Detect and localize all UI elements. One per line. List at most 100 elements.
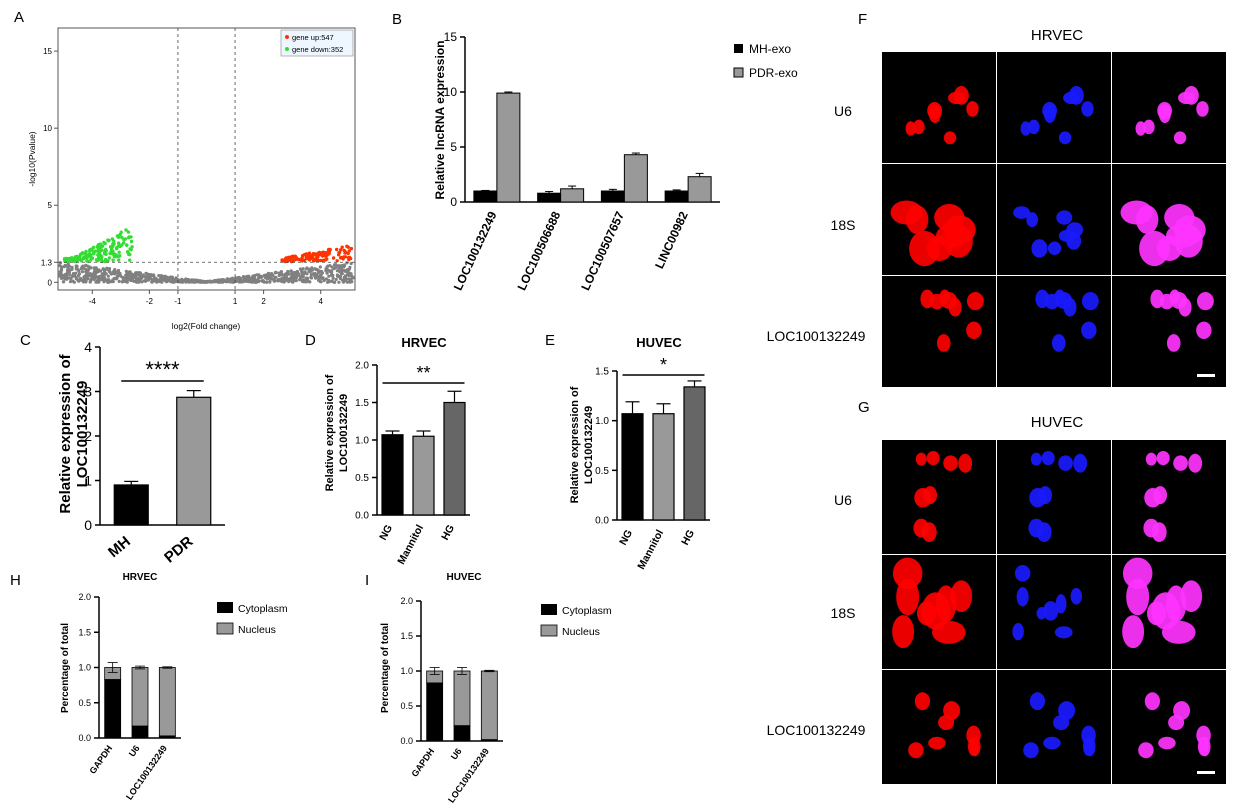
cell-spot bbox=[966, 101, 979, 117]
cell-spot bbox=[1051, 334, 1066, 352]
cell-spot bbox=[1081, 725, 1096, 746]
bar-hg bbox=[683, 386, 706, 521]
panel-letter-g: G bbox=[858, 399, 870, 416]
legend-label-nucleus-h: Nucleus bbox=[238, 624, 276, 636]
cell-spot bbox=[1081, 101, 1094, 117]
cell-spot bbox=[1196, 321, 1212, 340]
volcano-point-neutral bbox=[316, 278, 321, 282]
volcano-point-neutral bbox=[334, 277, 338, 282]
cell-spot bbox=[1173, 455, 1188, 471]
y-tick-label: 1.0 bbox=[355, 436, 369, 447]
volcano-x-label: log2(Fold change) bbox=[172, 321, 241, 331]
category-label: Mannitol bbox=[635, 528, 666, 572]
cell-spot bbox=[913, 119, 925, 135]
stacked-bar-cytoplasm bbox=[426, 682, 444, 742]
bar-mannitol bbox=[652, 413, 675, 521]
cell-spot bbox=[1028, 119, 1040, 135]
volcano-point-neutral bbox=[336, 264, 340, 268]
volcano-point-neutral bbox=[332, 263, 337, 267]
volcano-point-neutral bbox=[319, 273, 323, 277]
volcano-point-neutral bbox=[77, 272, 82, 276]
volcano-point-up bbox=[339, 248, 343, 252]
volcano-y-label: -log10(Pvalue) bbox=[27, 131, 37, 186]
category-label: LOC100506688 bbox=[515, 209, 564, 293]
chart-c-y-label-line1: Relative expression of bbox=[57, 353, 74, 513]
volcano-point-neutral bbox=[272, 277, 276, 281]
volcano-point-neutral bbox=[69, 277, 73, 281]
cell-spot bbox=[1012, 622, 1024, 641]
volcano-point-down bbox=[126, 230, 131, 234]
volcano-point-neutral bbox=[336, 274, 340, 278]
cell-spot bbox=[905, 121, 916, 136]
chart-d: HRVEC 0.0 0.5 1.0 1.5 2.0 NG Mannitol HG ** Rela… bbox=[324, 335, 470, 567]
volcano-point-up bbox=[318, 258, 323, 263]
cell-spot bbox=[1044, 293, 1060, 310]
volcano-xtick-label: 2 bbox=[261, 297, 266, 306]
bar-pdr-exo bbox=[496, 92, 521, 203]
volcano-point-up bbox=[316, 251, 320, 255]
volcano-point-neutral bbox=[279, 270, 283, 274]
chart-e-body: 0.0 0.5 1.0 1.5 NG Mannitol HG * bbox=[595, 355, 710, 572]
cell-spot bbox=[935, 224, 970, 248]
volcano-point-down bbox=[107, 256, 112, 260]
cell-spot bbox=[966, 725, 981, 746]
volcano-point-neutral bbox=[289, 269, 293, 273]
volcano-point-neutral bbox=[59, 272, 63, 276]
volcano-point-neutral bbox=[82, 266, 86, 270]
category-label: LOC100507657 bbox=[578, 209, 627, 293]
volcano-point-down bbox=[123, 237, 128, 241]
cell-spot bbox=[1168, 714, 1185, 731]
volcano-point-neutral bbox=[138, 272, 142, 276]
volcano-point-neutral bbox=[144, 271, 148, 275]
volcano-point-neutral bbox=[117, 279, 121, 283]
legend-label-cytoplasm-h: Cytoplasm bbox=[238, 603, 288, 615]
volcano-point-down bbox=[88, 248, 92, 252]
cell-spot bbox=[1157, 101, 1172, 120]
micrograph-tile bbox=[997, 670, 1111, 784]
volcano-point-up bbox=[335, 247, 339, 252]
y-tick-label: 1.0 bbox=[595, 416, 609, 427]
volcano-point-down bbox=[130, 245, 134, 249]
bar-ng bbox=[621, 413, 644, 521]
category-label: HG bbox=[439, 523, 457, 543]
volcano-point-neutral bbox=[284, 272, 288, 276]
volcano-point-neutral bbox=[308, 270, 312, 274]
bar-hg bbox=[443, 401, 466, 516]
bar-pdr-exo bbox=[623, 154, 648, 203]
volcano-point-up bbox=[323, 254, 328, 258]
volcano-point-up bbox=[349, 246, 354, 251]
y-tick-label: 0 bbox=[450, 195, 457, 209]
volcano-point-neutral bbox=[196, 279, 200, 283]
chart-d-title: HRVEC bbox=[401, 335, 447, 350]
volcano-ytick-label: 0 bbox=[48, 278, 53, 287]
volcano-point-neutral bbox=[106, 274, 110, 278]
y-tick-label: 1.5 bbox=[595, 367, 609, 378]
legend-marker-down bbox=[285, 47, 289, 51]
volcano-point-neutral bbox=[277, 271, 281, 275]
volcano-point-neutral bbox=[305, 272, 309, 276]
cell-spot bbox=[1054, 626, 1073, 639]
y-tick-label: 0.0 bbox=[355, 511, 369, 522]
panel-letter-h: H bbox=[10, 572, 21, 589]
volcano-point-neutral bbox=[315, 268, 320, 272]
volcano-xtick-label: -1 bbox=[174, 297, 182, 306]
cell-spot bbox=[1063, 91, 1080, 105]
legend-label-up: gene up:547 bbox=[292, 33, 334, 42]
bar-mh-exo bbox=[600, 190, 625, 203]
volcano-point-neutral bbox=[111, 278, 115, 282]
volcano-point-neutral bbox=[303, 280, 307, 284]
cell-spot bbox=[1029, 692, 1046, 711]
cell-spot bbox=[958, 453, 973, 473]
volcano-point-up bbox=[320, 254, 325, 258]
cell-spot bbox=[1180, 580, 1203, 613]
volcano-point-neutral bbox=[265, 273, 269, 277]
cell-spot bbox=[1081, 292, 1099, 311]
cell-spot bbox=[1016, 587, 1029, 607]
volcano-point-up bbox=[310, 256, 314, 260]
cell-spot bbox=[1043, 601, 1059, 621]
volcano-point-neutral bbox=[158, 279, 162, 283]
microscopy-g-row-label-u6: U6 bbox=[834, 492, 852, 508]
volcano-point-neutral bbox=[248, 280, 252, 284]
volcano-point-neutral bbox=[67, 270, 72, 274]
volcano-point-neutral bbox=[134, 271, 139, 275]
